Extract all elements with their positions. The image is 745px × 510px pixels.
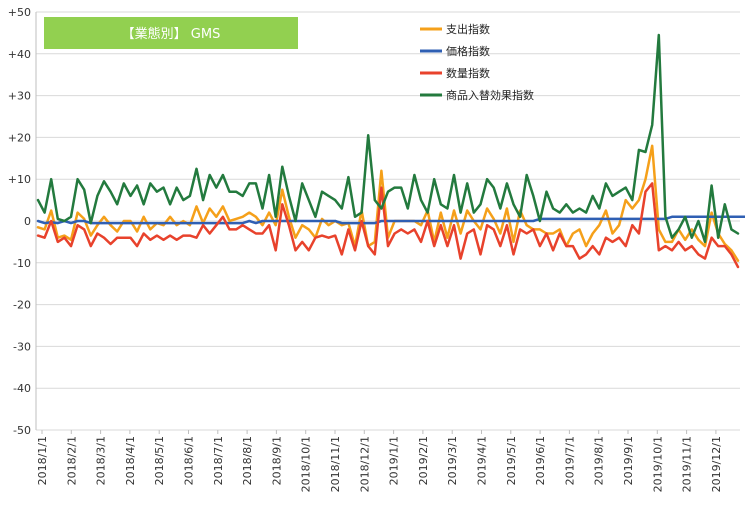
- x-tick-label: 2018/10/1: [300, 436, 313, 492]
- y-tick-label: +30: [8, 90, 31, 103]
- x-tick-label: 2019/11/1: [681, 436, 694, 492]
- x-tick-label: 2019/10/1: [651, 436, 664, 492]
- x-tick-label: 2018/9/1: [270, 436, 283, 485]
- x-tick-label: 2019/4/1: [476, 436, 489, 485]
- series-line-1: [36, 215, 745, 225]
- x-tick-label: 2018/11/1: [329, 436, 342, 492]
- x-tick-label: 2019/1/1: [388, 436, 401, 485]
- y-tick-label: +20: [8, 131, 31, 144]
- x-tick-label: 2018/3/1: [95, 436, 108, 485]
- y-tick-label: +40: [8, 48, 31, 61]
- x-tick-label: 2018/12/1: [358, 436, 371, 492]
- legend-label: 価格指数: [446, 44, 490, 58]
- y-tick-label: +50: [8, 6, 31, 19]
- series-line-3: [36, 33, 740, 244]
- x-tick-label: 2019/2/1: [417, 436, 430, 485]
- y-tick-label: -30: [13, 340, 31, 353]
- legend-label: 支出指数: [446, 22, 490, 36]
- x-tick-label: 2019/5/1: [505, 436, 518, 485]
- series-line-2: [36, 182, 740, 269]
- title-box: [44, 17, 298, 49]
- x-tick-label: 2019/6/1: [534, 436, 547, 485]
- x-tick-label: 2018/7/1: [212, 436, 225, 485]
- y-tick-label: +10: [8, 173, 31, 186]
- x-tick-label: 2018/2/1: [65, 436, 78, 485]
- y-tick-label: -40: [13, 382, 31, 395]
- x-tick-label: 2018/8/1: [241, 436, 254, 485]
- x-tick-label: 2018/1/1: [36, 436, 49, 485]
- legend-label: 商品入替効果指数: [446, 88, 534, 102]
- x-tick-label: 2019/9/1: [622, 436, 635, 485]
- x-tick-label: 2019/8/1: [593, 436, 606, 485]
- x-tick-label: 2019/3/1: [446, 436, 459, 485]
- x-tick-label: 2019/7/1: [563, 436, 576, 485]
- y-tick-label: 0: [24, 215, 31, 228]
- y-tick-label: -20: [13, 299, 31, 312]
- legend-label: 数量指数: [446, 66, 490, 80]
- y-tick-label: -10: [13, 257, 31, 270]
- x-tick-label: 2018/6/1: [183, 436, 196, 485]
- x-tick-label: 2019/12/1: [710, 436, 723, 492]
- x-tick-label: 2018/5/1: [153, 436, 166, 485]
- y-tick-label: -50: [13, 424, 31, 437]
- x-tick-label: 2018/4/1: [124, 436, 137, 485]
- chart-title: 【業態別】 GMS: [122, 26, 221, 42]
